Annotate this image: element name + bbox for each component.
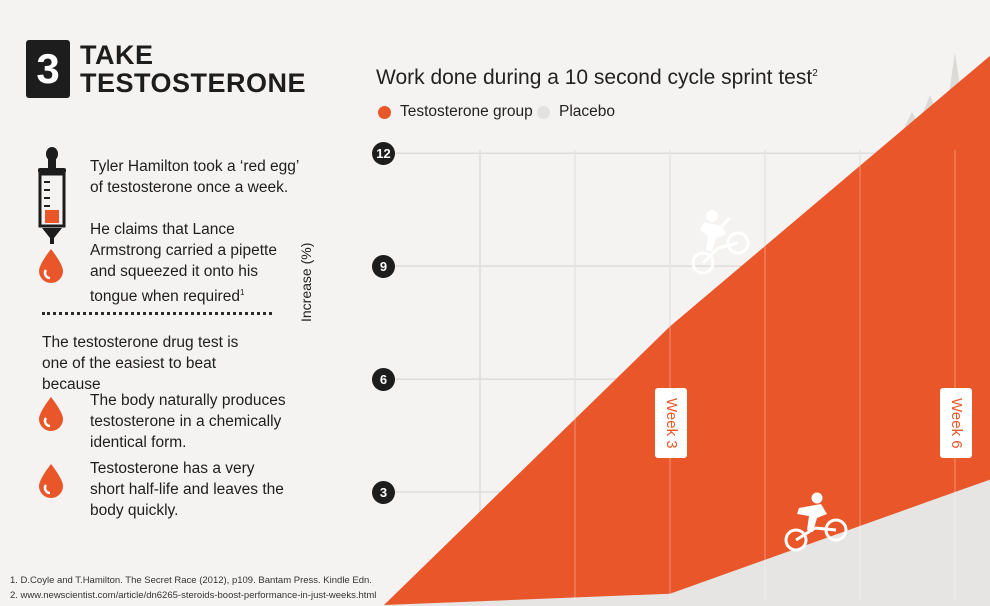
- cyclist-icon: [784, 492, 848, 552]
- paragraph-drug-test: The testosterone drug test is one of the…: [42, 334, 239, 393]
- section-number-badge: 3: [26, 40, 70, 98]
- section-title-line1: TAKE: [80, 40, 154, 70]
- cyclist-icon: [691, 210, 750, 275]
- series-area-placebo: [384, 479, 990, 606]
- week-3-label: Week 3: [663, 397, 680, 449]
- footnote-ref-2: 2: [812, 68, 818, 79]
- y-tick-label: 9: [372, 254, 395, 278]
- footnote-2: 2. www.newscientist.com/article/dn6265-s…: [10, 590, 377, 601]
- week-3-marker: Week 3: [655, 388, 687, 458]
- week-6-marker: Week 6: [940, 388, 972, 458]
- drop-icon: [39, 397, 63, 431]
- drop-icon: [39, 464, 63, 498]
- footnote-ref-1: 1: [239, 288, 245, 297]
- bullet-natural-production: The body naturally produces testosterone…: [90, 392, 286, 451]
- paragraph-pipette: He claims that Lance Armstrong carried a…: [90, 219, 305, 307]
- chart-title: Work done during a 10 second cycle sprin…: [376, 66, 818, 90]
- paragraph-red-egg: Tyler Hamilton took a ‘red egg’ of testo…: [90, 158, 299, 196]
- drop-icon: [39, 249, 63, 283]
- dotted-divider: [42, 312, 272, 315]
- legend-label-testosterone: Testosterone group: [400, 103, 533, 120]
- y-tick-label: 12: [372, 141, 395, 165]
- week-6-label: Week 6: [948, 397, 965, 449]
- y-tick-label: 3: [372, 480, 395, 504]
- bullet-short-half-life: Testosterone has a very short half-life …: [90, 460, 284, 519]
- footnote-1: 1. D.Coyle and T.Hamilton. The Secret Ra…: [10, 575, 372, 586]
- y-tick-label: 6: [372, 367, 395, 391]
- legend-swatch-placebo: [537, 106, 550, 119]
- series-area-testosterone: [384, 55, 990, 606]
- dropper-icon: [38, 147, 66, 244]
- legend-swatch-testosterone: [378, 106, 391, 119]
- section-title-line2: TESTOSTERONE: [80, 68, 307, 98]
- chart-title-text: Work done during a 10 second cycle sprin…: [376, 66, 813, 89]
- legend-label-placebo: Placebo: [559, 103, 616, 120]
- y-axis-label: Increase (%): [298, 242, 314, 322]
- paragraph-pipette-text: He claims that Lance Armstrong carried a…: [90, 221, 277, 306]
